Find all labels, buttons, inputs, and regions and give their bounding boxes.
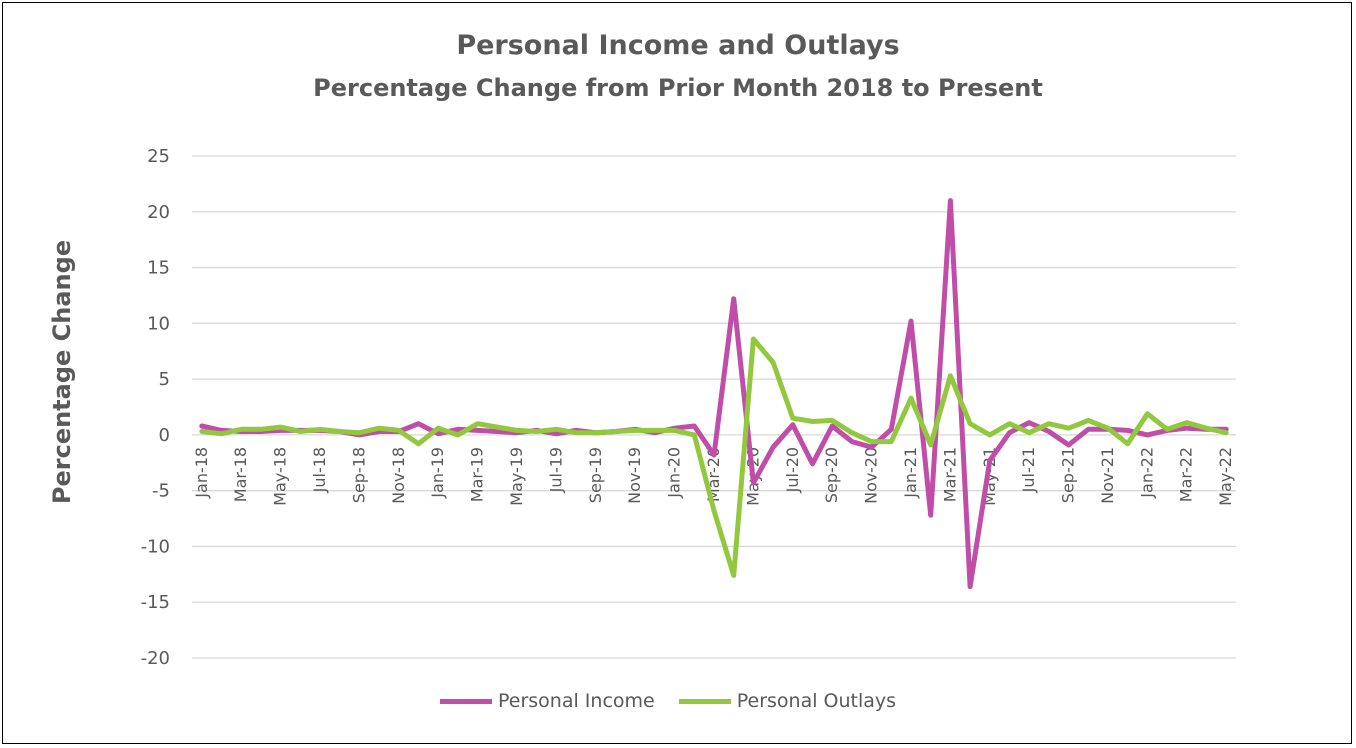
series-line-personal-income <box>199 198 1229 590</box>
x-tick-label: Jan-19 <box>428 447 447 499</box>
chart-title: Personal Income and Outlays <box>456 30 900 61</box>
x-tick-label: Mar-21 <box>940 447 959 502</box>
x-tick-label: Sep-21 <box>1059 447 1078 503</box>
x-tick-label: May-18 <box>271 447 290 506</box>
legend-swatch-personal-outlays <box>678 698 731 704</box>
series-line-personal-outlays <box>199 336 1229 578</box>
legend-swatch-personal-income <box>440 698 492 704</box>
y-tick-label: 0 <box>159 425 170 446</box>
y-tick-label: 15 <box>147 258 170 279</box>
y-tick-label: 10 <box>147 313 170 334</box>
y-axis-ticks: 25 20 15 10 5 0 -5 -10 -15 -20 <box>141 146 170 669</box>
x-tick-label: Jan-22 <box>1137 447 1156 499</box>
legend-label-personal-outlays: Personal Outlays <box>736 690 897 712</box>
legend-label-personal-income: Personal Income <box>498 690 655 712</box>
x-tick-label: Jul-20 <box>783 447 802 493</box>
x-tick-label: May-19 <box>507 447 526 506</box>
x-tick-label: Nov-21 <box>1098 447 1117 504</box>
x-tick-label: May-22 <box>1216 447 1235 506</box>
x-tick-label: Sep-18 <box>349 447 368 503</box>
x-tick-label: Mar-19 <box>468 447 487 502</box>
legend-item-personal-outlays: Personal Outlays <box>678 690 897 712</box>
y-tick-label: 5 <box>159 369 170 390</box>
x-tick-label: Nov-18 <box>389 447 408 504</box>
y-tick-label: 20 <box>147 202 170 223</box>
y-tick-label: -10 <box>141 536 170 557</box>
x-tick-label: Sep-19 <box>586 447 605 503</box>
x-tick-label: Jan-20 <box>665 447 684 499</box>
y-tick-label: -15 <box>141 592 170 613</box>
x-tick-label: Mar-22 <box>1177 447 1196 502</box>
legend-item-personal-income: Personal Income <box>440 690 655 712</box>
x-tick-label: Jul-21 <box>1019 447 1038 493</box>
x-tick-label: Jan-18 <box>192 447 211 499</box>
x-tick-label: Jul-18 <box>310 447 329 493</box>
y-tick-label: -20 <box>141 648 170 669</box>
x-tick-label: Mar-18 <box>231 447 250 502</box>
x-tick-label: Nov-19 <box>625 447 644 504</box>
chart-subtitle: Percentage Change from Prior Month 2018 … <box>313 74 1043 102</box>
x-tick-label: Sep-20 <box>822 447 841 503</box>
gridlines <box>192 155 1236 659</box>
x-axis-ticks: Jan-18 Mar-18 May-18 Jul-18 Sep-18 Nov-18 Jan-… <box>192 447 1235 506</box>
x-tick-label: Jan-21 <box>901 447 920 499</box>
legend: Personal Income Personal Outlays <box>440 690 920 712</box>
series-lines <box>199 198 1229 590</box>
y-tick-label: 25 <box>147 146 170 167</box>
x-tick-label: Nov-20 <box>862 447 881 504</box>
y-tick-label: -5 <box>152 481 170 502</box>
x-tick-label: Jul-19 <box>546 447 565 493</box>
